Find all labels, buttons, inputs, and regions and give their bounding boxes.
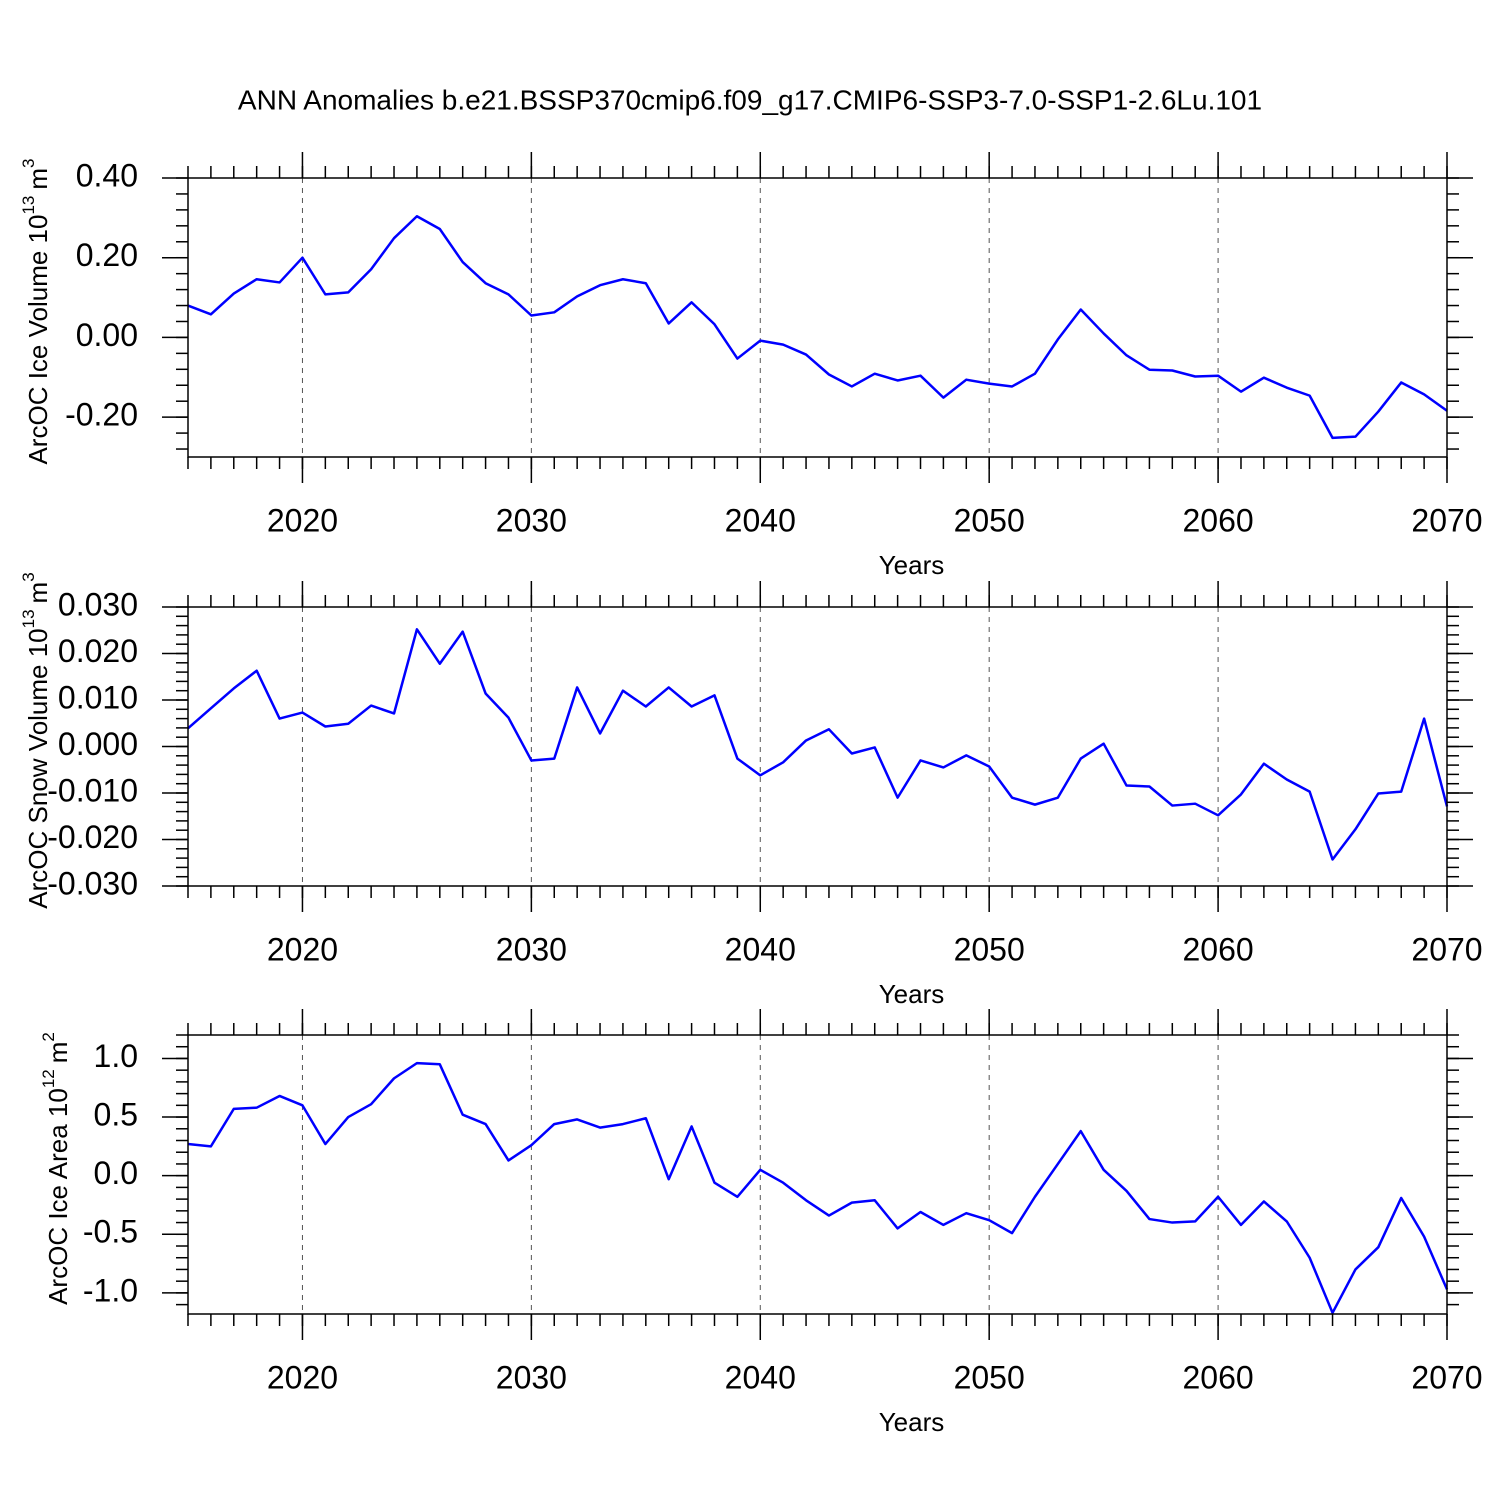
x-tick-label: 2030 [496,502,567,538]
y-axis-label: ArcOC Ice Volume 1013 m3 [19,158,52,464]
x-tick-label: 2020 [267,502,338,538]
y-tick-label: 0.5 [94,1097,138,1133]
x-axis-label: Years [879,979,945,1009]
y-label-unit-exponent: 3 [19,572,38,581]
y-label-exponent: 13 [19,196,38,215]
y-label-unit: m [23,582,53,604]
data-line [187,215,1448,440]
x-tick-label: 2070 [1411,931,1482,967]
y-label-unit: m [43,1042,73,1064]
x-tick-label: 2050 [954,1359,1025,1395]
y-tick-label: -0.030 [47,865,138,901]
y-axis-label: ArcOC Ice Area 1012 m2 [39,1032,72,1305]
x-tick-label: 2060 [1182,1359,1253,1395]
data-line [187,628,1449,861]
y-tick-label: 0.00 [76,317,138,353]
x-tick-label: 2050 [954,931,1025,967]
x-tick-label: 2020 [267,1359,338,1395]
y-label-unit-exponent: 3 [19,158,38,167]
x-tick-label: 2060 [1182,931,1253,967]
figure-title: ANN Anomalies b.e21.BSSP370cmip6.f09_g17… [238,84,1262,115]
x-tick-label: 2040 [725,502,796,538]
y-tick-label: -0.5 [83,1214,138,1250]
x-tick-label: 2020 [267,931,338,967]
x-axis-label: Years [879,1407,945,1437]
y-tick-label: -0.20 [65,397,138,433]
plot-frame [187,1034,1448,1315]
y-label-text: ArcOC Ice Area 10 [43,1088,73,1305]
y-tick-label: 1.0 [94,1038,138,1074]
y-tick-label: 0.20 [76,237,138,273]
y-label-exponent: 13 [19,609,38,628]
y-label-text: ArcOC Snow Volume 10 [23,628,53,908]
y-label-unit-exponent: 2 [39,1032,58,1041]
x-axis-label: Years [879,550,945,580]
x-tick-label: 2040 [725,931,796,967]
x-tick-label: 2030 [496,931,567,967]
y-label-exponent: 12 [39,1069,58,1088]
plot-frame [187,606,1448,887]
x-tick-label: 2060 [1182,502,1253,538]
y-label-text: ArcOC Ice Volume 10 [23,215,53,465]
y-label-unit: m [23,168,53,190]
x-tick-label: 2070 [1411,1359,1482,1395]
x-tick-label: 2050 [954,502,1025,538]
y-tick-label: 0.030 [58,586,138,622]
data-line [187,1061,1449,1315]
x-tick-label: 2030 [496,1359,567,1395]
y-tick-label: 0.020 [58,633,138,669]
x-tick-label: 2040 [725,1359,796,1395]
y-tick-label: -1.0 [83,1272,138,1308]
y-tick-label: 0.000 [58,726,138,762]
x-tick-label: 2070 [1411,502,1482,538]
y-tick-label: -0.010 [47,772,138,808]
y-tick-label: 0.010 [58,679,138,715]
y-axis-label: ArcOC Snow Volume 1013 m3 [19,572,52,908]
plot-frame [187,177,1448,458]
y-tick-label: -0.020 [47,819,138,855]
y-tick-label: 0.40 [76,157,138,193]
y-tick-label: 0.0 [94,1155,138,1191]
